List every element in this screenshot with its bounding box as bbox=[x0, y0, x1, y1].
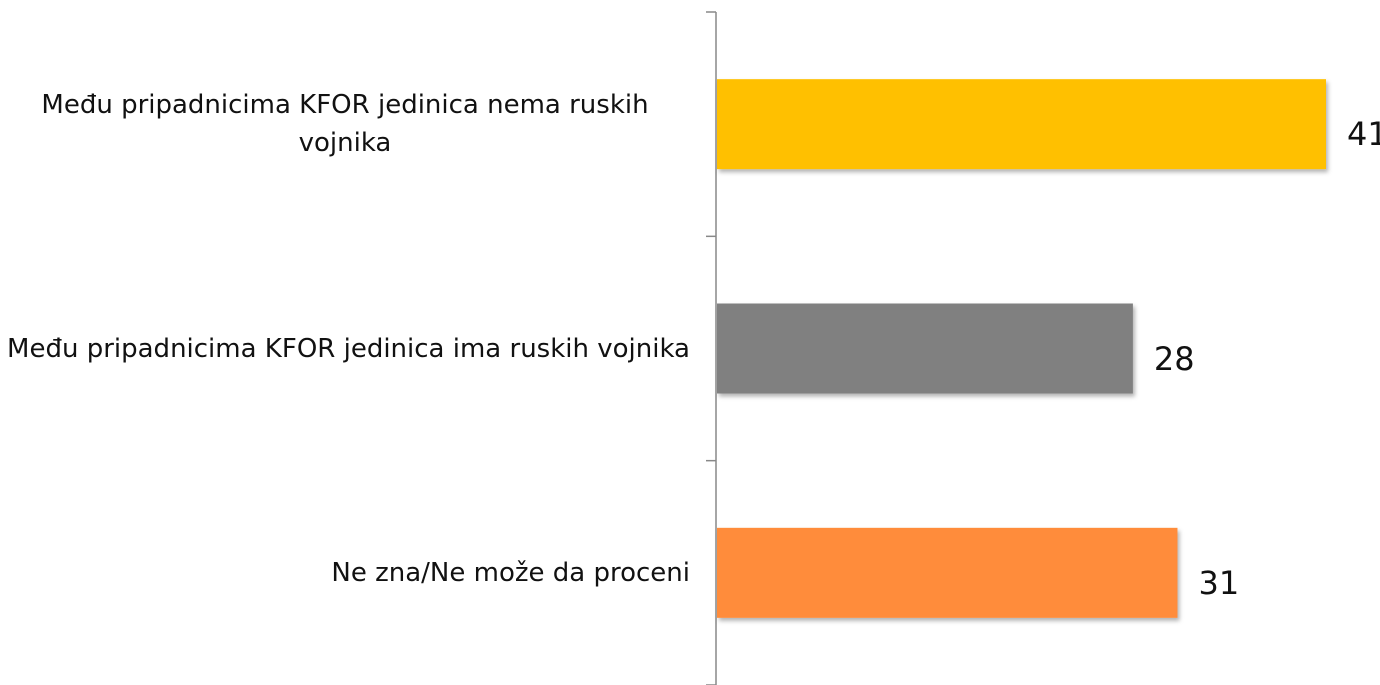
category-label: Među pripadnicima KFOR jedinica nema rus… bbox=[0, 64, 690, 184]
value-label: 41 bbox=[1347, 115, 1380, 154]
value-label: 31 bbox=[1198, 563, 1240, 602]
bar bbox=[717, 79, 1326, 170]
category-text: Među pripadnicima KFOR jedinica nema rus… bbox=[41, 90, 649, 159]
bar bbox=[717, 527, 1178, 618]
category-label: Ne zna/Ne može da proceni bbox=[331, 513, 690, 633]
category-text: Među pripadnicima KFOR jedinica ima rusk… bbox=[7, 333, 690, 364]
bar bbox=[717, 303, 1133, 394]
value-label: 28 bbox=[1153, 339, 1195, 378]
category-text: Ne zna/Ne može da proceni bbox=[331, 557, 690, 588]
category-label: Među pripadnicima KFOR jedinica ima rusk… bbox=[7, 289, 690, 409]
